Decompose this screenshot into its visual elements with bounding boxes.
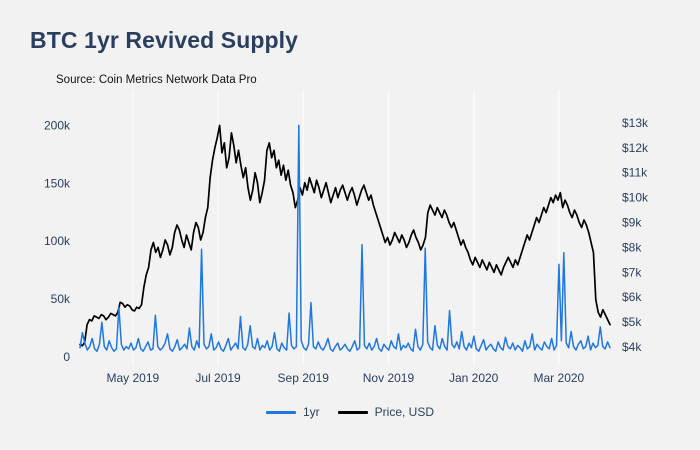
- legend-swatch-1yr-icon: [265, 410, 296, 414]
- bottom-axis-tick-label: Nov 2019: [363, 371, 415, 385]
- right-axis-tick-label: $10k: [622, 191, 649, 205]
- gridlines: [132, 90, 560, 365]
- left-axis-tick-label: 0: [63, 350, 70, 364]
- chart-source-note: Source: Coin Metrics Network Data Pro: [56, 74, 257, 86]
- bottom-axis-tick-label: Jul 2019: [195, 371, 241, 385]
- left-axis-tick-label: 100k: [44, 234, 71, 248]
- bottom-axis-tick-label: Jan 2020: [449, 371, 499, 385]
- right-axis-tick-label: $11k: [622, 166, 648, 180]
- right-axis-tick-label: $9k: [622, 216, 642, 230]
- right-axis-tick-label: $13k: [622, 116, 649, 130]
- right-axis-tick-label: $5k: [622, 315, 642, 329]
- legend-entry-1yr[interactable]: 1yr: [265, 405, 320, 419]
- series-line-price: [79, 124, 611, 347]
- legend-label-1yr: 1yr: [302, 405, 320, 419]
- right-axis-tick-label: $6k: [622, 290, 642, 304]
- right-axis-tick-labels: $4k $5k $6k $7k $8k $9k $10k $11k $12k $13k: [622, 116, 649, 354]
- left-axis-tick-label: 150k: [44, 176, 71, 190]
- right-axis-tick-label: $8k: [622, 240, 642, 254]
- left-axis-tick-label: 50k: [51, 292, 71, 306]
- left-axis-tick-labels: 0 50k 100k 150k 200k: [44, 118, 71, 364]
- legend-swatch-price-icon: [337, 410, 368, 414]
- left-axis-tick-label: 200k: [44, 118, 71, 132]
- series-line-1yr: [79, 124, 611, 352]
- right-axis-tick-label: $4k: [622, 340, 642, 354]
- legend-label-price: Price, USD: [374, 405, 434, 419]
- bottom-axis-tick-labels: May 2019 Jul 2019 Sep 2019 Nov 2019 Jan 2020…: [106, 371, 584, 385]
- right-axis-tick-label: $7k: [622, 265, 642, 279]
- bottom-axis-tick-label: Sep 2019: [278, 371, 330, 385]
- bottom-axis-tick-label: May 2019: [106, 371, 159, 385]
- chart-legend: 1yr Price, USD: [0, 405, 700, 419]
- right-axis-tick-label: $12k: [622, 141, 649, 155]
- legend-entry-price[interactable]: Price, USD: [337, 405, 434, 419]
- chart-title: BTC 1yr Revived Supply: [30, 27, 299, 53]
- bottom-axis-tick-label: Mar 2020: [534, 371, 585, 385]
